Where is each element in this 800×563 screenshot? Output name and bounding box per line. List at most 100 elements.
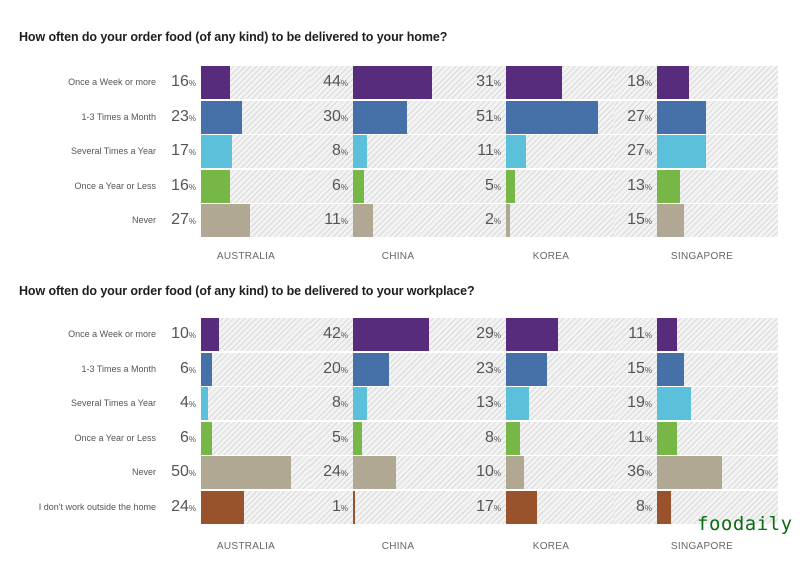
row-label: 1-3 Times a Month bbox=[81, 363, 156, 374]
bar-track bbox=[201, 421, 322, 455]
bar bbox=[201, 387, 209, 420]
data-label-unit: % bbox=[340, 400, 348, 409]
data-label: 11% bbox=[308, 211, 348, 229]
data-label-value: 5 bbox=[484, 176, 494, 194]
bar bbox=[506, 318, 559, 351]
data-label-unit: % bbox=[188, 469, 196, 478]
data-label-value: 8 bbox=[331, 394, 341, 411]
data-label-unit: % bbox=[644, 148, 652, 157]
data-label-unit: % bbox=[188, 217, 196, 226]
data-label-value: 5 bbox=[331, 428, 341, 446]
bar bbox=[657, 204, 684, 237]
data-label: 42% bbox=[308, 325, 348, 343]
bar-track bbox=[310, 387, 474, 420]
bar bbox=[506, 66, 562, 99]
bar bbox=[353, 387, 368, 420]
bar-track bbox=[201, 490, 322, 524]
bar-track bbox=[614, 421, 778, 455]
data-label-unit: % bbox=[340, 434, 348, 444]
data-label: 17% bbox=[156, 142, 196, 160]
data-label: 8% bbox=[308, 394, 348, 412]
bar bbox=[657, 135, 706, 168]
data-label: 8% bbox=[308, 142, 348, 160]
data-label-unit: % bbox=[644, 469, 652, 478]
bar-track bbox=[614, 169, 778, 203]
bar-track bbox=[201, 387, 322, 420]
bar-track bbox=[614, 352, 778, 386]
row-label: Several Times a Year bbox=[70, 398, 156, 408]
row-label: Once a Week or more bbox=[68, 77, 156, 87]
data-label: 5% bbox=[461, 177, 501, 195]
data-label: 23% bbox=[156, 108, 196, 126]
bar bbox=[201, 135, 232, 168]
data-label-unit: % bbox=[493, 503, 501, 513]
data-label: 18% bbox=[612, 73, 652, 91]
data-label: 24% bbox=[308, 463, 348, 481]
bar bbox=[353, 169, 364, 203]
data-label-value: 8 bbox=[484, 428, 494, 446]
data-label-value: 23 bbox=[171, 107, 189, 125]
data-label: 11% bbox=[612, 429, 652, 447]
data-label-value: 44 bbox=[323, 73, 341, 90]
bar-track bbox=[201, 456, 322, 489]
bar bbox=[353, 66, 433, 99]
data-label-unit: % bbox=[340, 113, 348, 123]
bar bbox=[657, 66, 690, 99]
data-label: 16% bbox=[156, 177, 196, 195]
data-label-unit: % bbox=[644, 113, 652, 123]
bar-track bbox=[614, 387, 778, 420]
data-label-value: 1 bbox=[331, 497, 341, 515]
data-label-unit: % bbox=[493, 79, 501, 88]
bar bbox=[353, 318, 429, 351]
data-label-value: 11 bbox=[628, 428, 645, 446]
data-label: 44% bbox=[308, 73, 348, 91]
bar-track bbox=[201, 100, 322, 134]
bar bbox=[657, 490, 672, 524]
bar-track bbox=[310, 135, 474, 168]
data-label-value: 15 bbox=[627, 211, 645, 228]
bar bbox=[657, 456, 722, 489]
chart-title: How often do your order food (of any kin… bbox=[19, 30, 448, 44]
data-label-unit: % bbox=[644, 182, 652, 192]
panel-label: KOREA bbox=[532, 251, 570, 262]
bar-track bbox=[614, 490, 778, 524]
bar-track bbox=[201, 204, 322, 237]
data-label-unit: % bbox=[340, 148, 348, 157]
bar bbox=[353, 204, 373, 237]
row-label: 1-3 Times a Month bbox=[81, 111, 156, 122]
data-label-unit: % bbox=[340, 331, 348, 340]
data-label-unit: % bbox=[644, 400, 652, 409]
data-label-unit: % bbox=[493, 331, 501, 340]
bar bbox=[657, 421, 677, 455]
bar bbox=[657, 352, 684, 386]
bar-track bbox=[463, 352, 627, 386]
data-label: 17% bbox=[461, 498, 501, 516]
data-label-unit: % bbox=[340, 217, 348, 226]
bar bbox=[353, 490, 355, 524]
data-label: 27% bbox=[612, 108, 652, 126]
data-label-unit: % bbox=[188, 113, 196, 123]
bar-track bbox=[463, 100, 627, 134]
data-label-value: 17 bbox=[476, 497, 494, 515]
data-label: 29% bbox=[461, 325, 501, 343]
data-label-value: 20 bbox=[323, 359, 341, 377]
data-label-value: 24 bbox=[323, 463, 341, 480]
data-label: 8% bbox=[461, 429, 501, 447]
panel-label: SINGAPORE bbox=[670, 251, 734, 262]
bar-track bbox=[201, 66, 322, 99]
data-label: 50% bbox=[156, 463, 196, 481]
data-label-unit: % bbox=[493, 400, 501, 409]
bar bbox=[201, 456, 291, 489]
data-label-value: 30 bbox=[323, 107, 341, 125]
panel-label: AUSTRALIA bbox=[216, 541, 276, 552]
bar-track bbox=[614, 66, 778, 99]
data-label-value: 10 bbox=[476, 463, 494, 480]
row-label: Once a Year or Less bbox=[74, 180, 156, 191]
bar bbox=[353, 421, 362, 455]
data-label: 10% bbox=[156, 325, 196, 343]
data-label-unit: % bbox=[188, 79, 196, 88]
bar bbox=[353, 100, 407, 134]
data-label-unit: % bbox=[644, 217, 652, 226]
bar-track bbox=[614, 456, 778, 489]
bar-track bbox=[463, 421, 627, 455]
